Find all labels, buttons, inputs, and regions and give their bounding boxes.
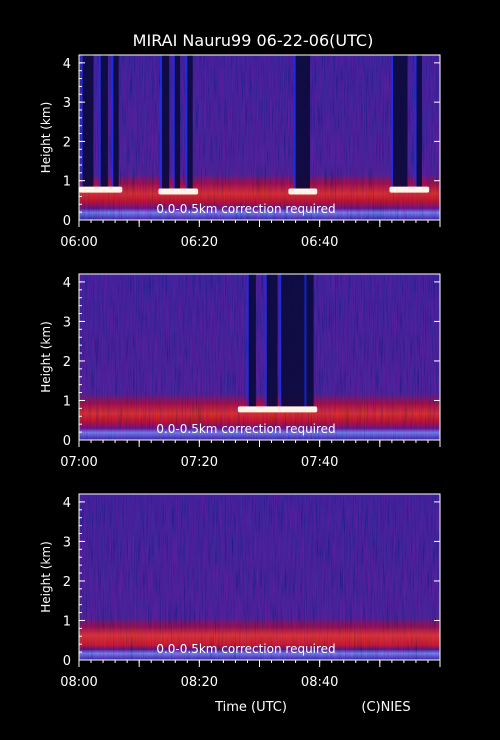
cloud-base-mark [79,186,123,193]
x-tick-label: 07:20 [181,455,218,470]
attenuated-edge [264,274,267,409]
correction-note: 0.0-0.5km correction required [156,422,335,436]
attenuated-column [306,274,314,409]
y-tick-label: 2 [63,135,71,150]
attenuated-edge [80,55,83,189]
x-tick-label: 08:00 [60,675,97,690]
attenuated-column [281,274,307,409]
attenuated-edge [111,55,114,189]
attenuated-edge [293,55,296,189]
x-tick-label: 07:40 [301,455,338,470]
attenuated-column [174,55,181,189]
panel-3: 0 1 2 3 4 08:00 08:20 08:40 Height (km) 0.0-0.5km… [39,493,441,690]
x-tick-label: 06:00 [60,235,97,250]
y-axis-label: Height (km) [39,102,53,173]
attenuated-column [248,274,256,409]
x-axis-label: Time (UTC) [214,700,287,715]
attenuated-column [113,55,119,189]
panel-2: 0 1 2 3 4 07:00 07:20 07:40 Height (km) 0.0-0.5km… [39,273,441,470]
y-tick-label: 3 [63,315,71,330]
attenuated-edge [160,55,163,189]
y-tick-label: 2 [63,355,71,370]
attenuated-column [187,55,193,189]
attenuated-edge [414,55,417,189]
attenuated-edge [304,274,307,409]
heatmap-texture [79,274,440,440]
attenuated-column [295,55,311,189]
cloud-base-mark [158,188,199,195]
x-tick-label: 08:40 [301,675,338,690]
attenuated-column [100,55,108,189]
x-tick-label: 07:00 [60,455,97,470]
attenuated-edge [185,55,188,189]
cloud-base-mark [389,186,430,193]
attenuated-column [416,55,422,189]
cloud-base-mark [237,406,318,413]
y-tick-label: 3 [63,96,71,111]
chart-title: MIRAI Nauru99 06-22-06(UTC) [133,31,374,50]
correction-note: 0.0-0.5km correction required [156,642,335,656]
y-axis-label: Height (km) [39,541,53,612]
y-tick-label: 2 [63,575,71,590]
correction-note: 0.0-0.5km correction required [156,202,335,216]
attenuated-column [162,55,170,189]
y-axis-label: Height (km) [39,321,53,392]
y-tick-label: 3 [63,535,71,550]
attenuated-edge [246,274,249,409]
y-tick-label: 1 [63,175,71,190]
attenuated-edge [279,274,282,409]
cloud-base-mark [288,188,318,195]
x-tick-label: 06:40 [301,235,338,250]
y-tick-label: 4 [63,57,71,72]
attenuated-edge [98,55,101,189]
attenuated-edge [172,55,175,189]
heatmap-texture [79,494,440,660]
attenuated-column [266,274,278,409]
y-tick-label: 4 [63,276,71,291]
attenuated-edge [391,55,394,189]
x-tick-label: 08:20 [181,675,218,690]
y-tick-label: 4 [63,496,71,511]
y-tick-label: 1 [63,614,71,629]
x-tick-label: 06:20 [181,235,218,250]
attenuated-column [82,55,94,189]
heatmap-texture [79,55,440,220]
credit-label: (C)NIES [361,700,410,715]
y-tick-label: 0 [63,214,71,229]
y-tick-label: 0 [63,654,71,669]
y-tick-label: 0 [63,434,71,449]
attenuated-column [393,55,408,189]
panel-1: 0 1 2 3 4 06:00 06:20 06:40 Height (km) 0.0-0.5km… [39,54,441,250]
y-tick-label: 1 [63,394,71,409]
